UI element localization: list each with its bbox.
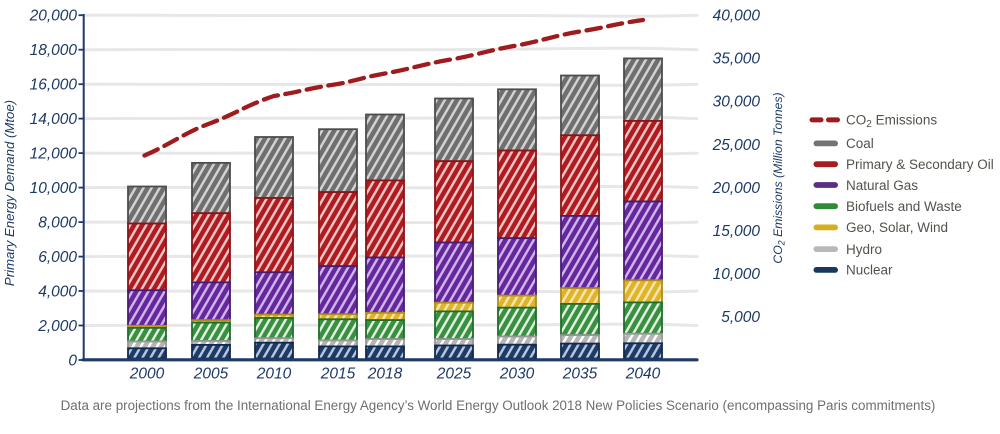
svg-text:Primary Energy Demand (Mtoe): Primary Energy Demand (Mtoe): [2, 100, 17, 286]
svg-text:Data are projections from the: Data are projections from the Internatio…: [61, 398, 936, 413]
svg-text:2000: 2000: [129, 366, 165, 383]
svg-text:30,000: 30,000: [713, 94, 761, 111]
svg-text:16,000: 16,000: [30, 77, 78, 94]
svg-text:6,000: 6,000: [38, 249, 77, 266]
svg-text:CO2 Emissions: CO2 Emissions: [846, 113, 937, 131]
svg-text:5,000: 5,000: [721, 309, 760, 326]
svg-text:8,000: 8,000: [38, 214, 77, 231]
svg-text:15,000: 15,000: [713, 223, 761, 240]
svg-text:2030: 2030: [499, 366, 535, 383]
svg-text:12,000: 12,000: [30, 145, 78, 162]
svg-text:2015: 2015: [320, 366, 356, 383]
svg-text:Hydro: Hydro: [846, 242, 882, 257]
svg-text:Natural Gas: Natural Gas: [846, 178, 918, 193]
svg-text:10,000: 10,000: [30, 180, 78, 197]
svg-text:Nuclear: Nuclear: [846, 263, 893, 278]
svg-text:2025: 2025: [436, 366, 472, 383]
svg-text:40,000: 40,000: [713, 8, 761, 25]
svg-text:2005: 2005: [193, 366, 229, 383]
svg-text:2,000: 2,000: [37, 318, 77, 335]
svg-text:Biofuels and Waste: Biofuels and Waste: [846, 199, 962, 214]
svg-text:Geo, Solar, Wind: Geo, Solar, Wind: [846, 220, 948, 235]
svg-text:14,000: 14,000: [30, 111, 78, 128]
svg-text:10,000: 10,000: [713, 266, 761, 283]
svg-text:25,000: 25,000: [712, 137, 761, 154]
svg-text:18,000: 18,000: [30, 42, 78, 59]
svg-text:2040: 2040: [625, 366, 661, 383]
svg-text:2035: 2035: [562, 366, 598, 383]
svg-text:Primary & Secondary Oil: Primary & Secondary Oil: [846, 157, 994, 172]
svg-text:0: 0: [68, 352, 77, 369]
svg-text:CO2 Emissions (Million Tonnes): CO2 Emissions (Million Tonnes): [771, 92, 787, 263]
svg-text:20,000: 20,000: [29, 8, 78, 25]
svg-text:2018: 2018: [367, 366, 403, 383]
svg-text:35,000: 35,000: [713, 51, 761, 68]
svg-text:20,000: 20,000: [712, 180, 761, 197]
svg-text:2010: 2010: [256, 366, 292, 383]
svg-text:4,000: 4,000: [38, 283, 77, 300]
svg-text:Coal: Coal: [846, 136, 874, 151]
